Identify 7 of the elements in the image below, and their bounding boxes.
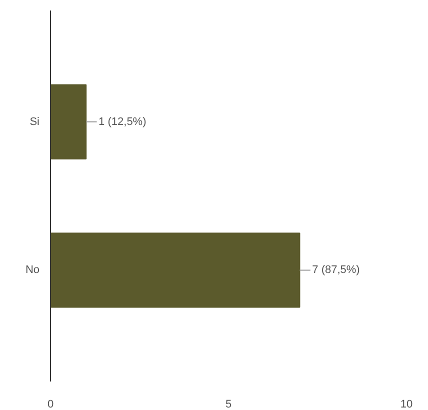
data-label: 1 (12,5%) <box>98 116 146 128</box>
x-tick-label: 0 <box>47 398 54 410</box>
data-label: 7 (87,5%) <box>312 264 360 276</box>
x-tick-label: 5 <box>225 398 232 410</box>
x-tick-label: 10 <box>400 398 413 410</box>
y-tick-label: No <box>25 264 40 276</box>
y-tick-label: Si <box>30 116 40 128</box>
